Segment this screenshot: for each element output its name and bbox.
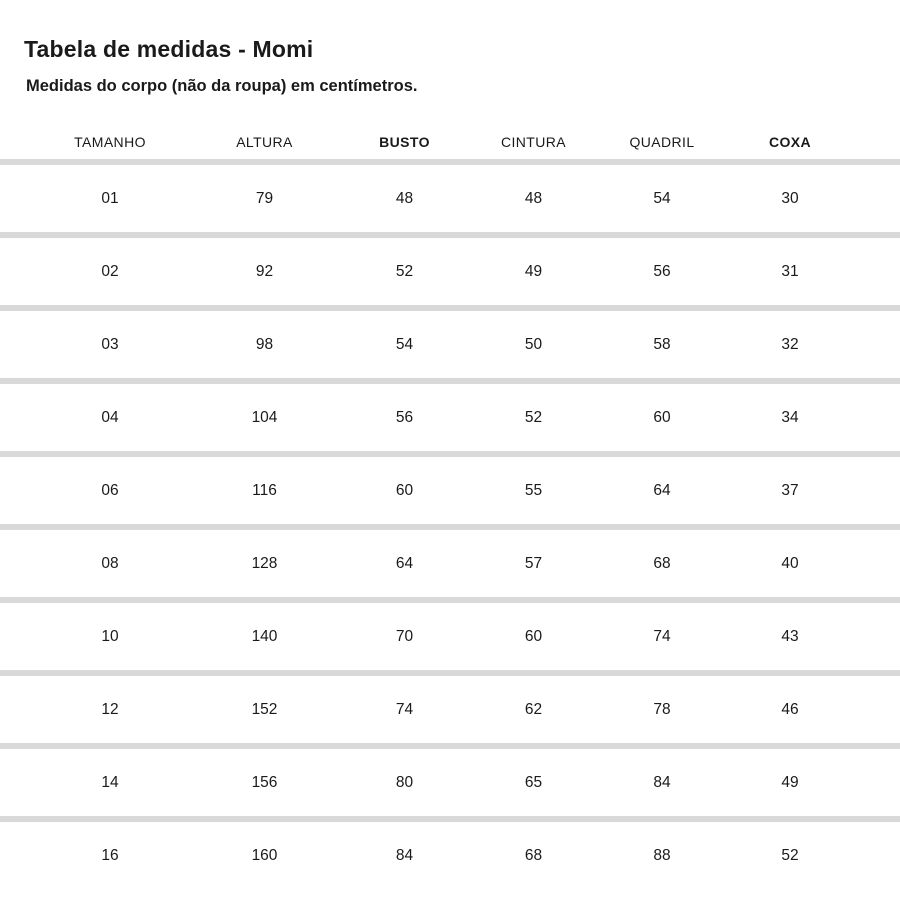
cell-coxa: 43 xyxy=(781,627,799,645)
column-header-coxa: COXA xyxy=(768,134,812,151)
cell-tamanho: 04 xyxy=(101,408,119,426)
cell-busto: 56 xyxy=(395,408,414,426)
cell-quadril: 74 xyxy=(653,627,671,645)
cell-tamanho: 16 xyxy=(101,846,119,864)
table-row-size-02: 02 92 52 49 56 31 xyxy=(0,238,900,305)
cell-altura: 152 xyxy=(251,700,278,718)
cell-cintura: 50 xyxy=(524,335,543,353)
table-header-row: TAMANHO ALTURA BUSTO CINTURA QUADRIL COX… xyxy=(0,97,900,159)
cell-altura: 79 xyxy=(255,189,274,207)
cell-busto: 52 xyxy=(395,262,414,280)
cell-quadril: 88 xyxy=(653,846,671,864)
cell-tamanho: 01 xyxy=(101,189,119,207)
table-row-size-01: 01 79 48 48 54 30 xyxy=(0,165,900,232)
cell-cintura: 57 xyxy=(524,554,543,572)
cell-cintura: 55 xyxy=(524,481,543,499)
cell-coxa: 32 xyxy=(781,335,799,353)
cell-tamanho: 03 xyxy=(101,335,119,353)
cell-altura: 98 xyxy=(255,335,274,353)
column-header-quadril: QUADRIL xyxy=(629,134,695,151)
table-row-size-04: 04 104 56 52 60 34 xyxy=(0,384,900,451)
cell-quadril: 78 xyxy=(653,700,671,718)
cell-tamanho: 06 xyxy=(101,481,119,499)
column-header-altura: ALTURA xyxy=(236,134,293,151)
cell-altura: 104 xyxy=(251,408,278,426)
cell-tamanho: 14 xyxy=(101,773,119,791)
cell-altura: 160 xyxy=(251,846,278,864)
cell-quadril: 56 xyxy=(653,262,671,280)
cell-coxa: 34 xyxy=(781,408,799,426)
table-row-size-16: 16 160 84 68 88 52 xyxy=(0,822,900,889)
table-row-size-12: 12 152 74 62 78 46 xyxy=(0,676,900,743)
cell-altura: 116 xyxy=(252,481,277,499)
row-separator xyxy=(0,524,900,531)
cell-busto: 74 xyxy=(395,700,414,718)
cell-altura: 128 xyxy=(251,554,278,572)
row-separator xyxy=(0,232,900,239)
cell-cintura: 48 xyxy=(524,189,543,207)
cell-busto: 60 xyxy=(395,481,414,499)
cell-coxa: 40 xyxy=(781,554,799,572)
cell-quadril: 84 xyxy=(653,773,671,791)
cell-tamanho: 02 xyxy=(101,262,119,280)
row-separator xyxy=(0,159,900,166)
row-separator xyxy=(0,597,900,604)
cell-coxa: 49 xyxy=(781,773,799,791)
column-header-busto: BUSTO xyxy=(379,134,430,151)
cell-cintura: 62 xyxy=(524,700,543,718)
cell-tamanho: 12 xyxy=(101,700,119,718)
cell-cintura: 65 xyxy=(524,773,543,791)
cell-coxa: 31 xyxy=(781,262,799,280)
cell-altura: 156 xyxy=(251,773,278,791)
row-separator xyxy=(0,670,900,677)
cell-cintura: 49 xyxy=(524,262,543,280)
cell-quadril: 58 xyxy=(653,335,671,353)
table-row-size-08: 08 128 64 57 68 40 xyxy=(0,530,900,597)
page-title: Tabela de medidas - Momi xyxy=(24,36,314,62)
page-subtitle: Medidas do corpo (não da roupa) em centí… xyxy=(26,77,418,96)
cell-busto: 84 xyxy=(395,846,414,864)
cell-quadril: 60 xyxy=(653,408,671,426)
cell-altura: 92 xyxy=(255,262,274,280)
cell-cintura: 68 xyxy=(524,846,543,864)
cell-tamanho: 08 xyxy=(101,554,119,572)
row-separator xyxy=(0,378,900,385)
cell-coxa: 30 xyxy=(781,189,799,207)
table-row-size-10: 10 140 70 60 74 43 xyxy=(0,603,900,670)
row-separator xyxy=(0,816,900,823)
cell-quadril: 54 xyxy=(653,189,671,207)
cell-cintura: 60 xyxy=(524,627,543,645)
cell-cintura: 52 xyxy=(524,408,543,426)
size-table: TAMANHO ALTURA BUSTO CINTURA QUADRIL COX… xyxy=(0,97,900,889)
table-row-size-14: 14 156 80 65 84 49 xyxy=(0,749,900,816)
cell-coxa: 46 xyxy=(781,700,799,718)
cell-altura: 140 xyxy=(251,627,278,645)
column-header-tamanho: TAMANHO xyxy=(74,134,146,151)
cell-coxa: 52 xyxy=(781,846,799,864)
row-separator xyxy=(0,305,900,312)
cell-quadril: 68 xyxy=(653,554,671,572)
cell-busto: 80 xyxy=(395,773,414,791)
table-row-size-06: 06 116 60 55 64 37 xyxy=(0,457,900,524)
row-separator xyxy=(0,451,900,458)
row-separator xyxy=(0,743,900,750)
table-row-size-03: 03 98 54 50 58 32 xyxy=(0,311,900,378)
cell-coxa: 37 xyxy=(781,481,799,499)
column-header-cintura: CINTURA xyxy=(500,134,567,151)
cell-busto: 54 xyxy=(395,335,414,353)
cell-busto: 70 xyxy=(395,627,414,645)
cell-busto: 64 xyxy=(395,554,414,572)
cell-quadril: 64 xyxy=(653,481,671,499)
cell-tamanho: 10 xyxy=(101,627,119,645)
cell-busto: 48 xyxy=(395,189,414,207)
